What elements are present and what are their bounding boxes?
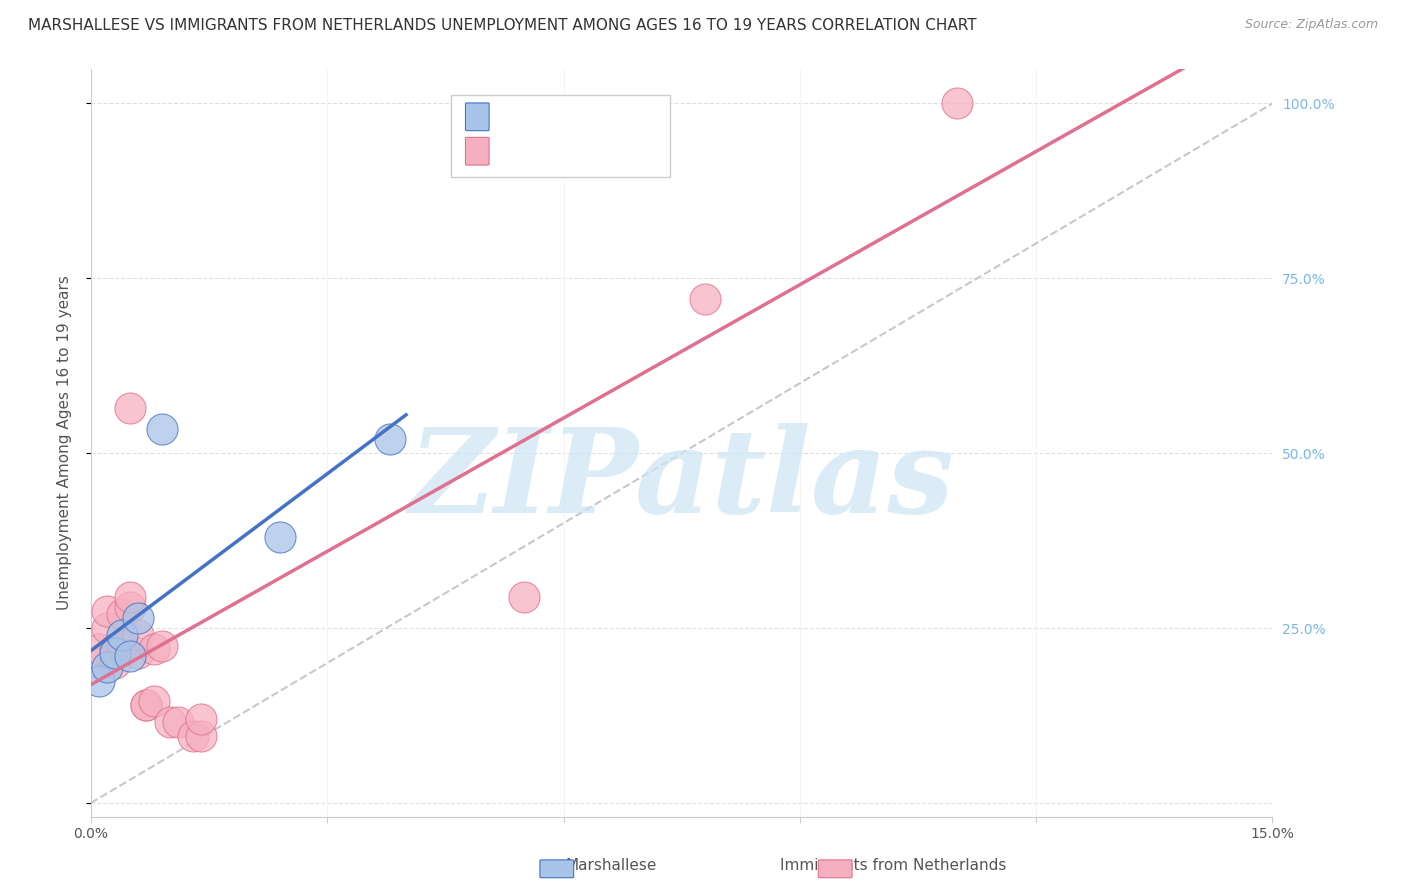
Point xyxy=(269,530,291,544)
Point xyxy=(135,698,157,712)
Point xyxy=(111,628,134,642)
Point xyxy=(150,639,173,653)
Text: Source: ZipAtlas.com: Source: ZipAtlas.com xyxy=(1244,18,1378,31)
Point xyxy=(111,639,134,653)
Point xyxy=(142,694,165,708)
Text: 9: 9 xyxy=(617,108,630,126)
FancyBboxPatch shape xyxy=(465,103,489,130)
Text: Immigrants from Netherlands: Immigrants from Netherlands xyxy=(779,858,1007,872)
Point xyxy=(87,642,110,657)
Point xyxy=(190,730,212,744)
Point xyxy=(190,712,212,726)
Text: N =: N = xyxy=(585,142,621,161)
Point xyxy=(135,698,157,712)
Point xyxy=(96,603,118,617)
Point xyxy=(103,642,125,657)
Point xyxy=(87,673,110,688)
Point xyxy=(87,656,110,670)
Point xyxy=(111,607,134,621)
Point xyxy=(127,646,149,660)
Point xyxy=(103,656,125,670)
Point xyxy=(159,715,181,730)
Point xyxy=(120,648,142,663)
Point xyxy=(150,422,173,436)
Text: N =: N = xyxy=(585,108,621,126)
Y-axis label: Unemployment Among Ages 16 to 19 years: Unemployment Among Ages 16 to 19 years xyxy=(58,276,72,610)
Point xyxy=(946,96,969,111)
Text: 26: 26 xyxy=(617,142,641,161)
FancyBboxPatch shape xyxy=(465,137,489,165)
Text: R =: R = xyxy=(496,108,533,126)
Point xyxy=(120,401,142,415)
Point xyxy=(127,610,149,624)
Point xyxy=(127,628,149,642)
Text: 0.848: 0.848 xyxy=(529,108,582,126)
FancyBboxPatch shape xyxy=(451,95,669,177)
Point xyxy=(695,293,717,307)
Point xyxy=(120,600,142,615)
Point xyxy=(103,646,125,660)
Point xyxy=(142,642,165,657)
Point xyxy=(513,590,536,604)
Text: Marshallese: Marshallese xyxy=(567,858,657,872)
Point xyxy=(120,590,142,604)
Text: MARSHALLESE VS IMMIGRANTS FROM NETHERLANDS UNEMPLOYMENT AMONG AGES 16 TO 19 YEAR: MARSHALLESE VS IMMIGRANTS FROM NETHERLAN… xyxy=(28,18,977,33)
Text: 0.554: 0.554 xyxy=(529,142,582,161)
Text: ZIPatlas: ZIPatlas xyxy=(409,423,955,538)
Point xyxy=(183,730,205,744)
Point xyxy=(96,621,118,635)
Text: R =: R = xyxy=(496,142,533,161)
Point xyxy=(166,715,188,730)
Point xyxy=(380,432,402,446)
Point xyxy=(96,659,118,673)
